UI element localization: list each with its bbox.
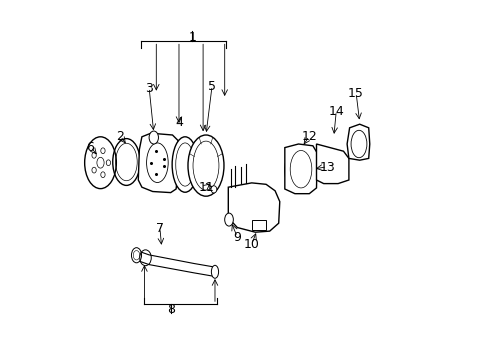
Text: 11: 11 [199,181,214,194]
Polygon shape [346,124,369,160]
Ellipse shape [172,137,198,192]
Text: 13: 13 [319,161,334,174]
Text: 6: 6 [86,141,94,154]
Bar [251,220,265,230]
Text: 1: 1 [188,31,196,44]
Ellipse shape [187,135,224,196]
Ellipse shape [97,157,104,168]
Ellipse shape [211,186,216,193]
Ellipse shape [101,172,105,177]
Text: 12: 12 [301,130,317,143]
Polygon shape [316,144,348,184]
Text: 7: 7 [156,222,163,235]
Ellipse shape [149,131,158,144]
Polygon shape [228,183,279,232]
Ellipse shape [101,148,105,154]
Text: 15: 15 [347,87,363,100]
Ellipse shape [131,248,141,263]
Text: 8: 8 [166,303,174,316]
Text: 14: 14 [328,105,344,118]
Ellipse shape [211,265,218,278]
Ellipse shape [84,137,116,189]
Ellipse shape [92,167,96,173]
Ellipse shape [92,152,96,158]
Text: 4: 4 [175,116,183,129]
Text: 10: 10 [243,238,259,251]
Text: 2: 2 [116,130,124,143]
Text: 3: 3 [145,82,153,95]
Ellipse shape [224,213,233,226]
Ellipse shape [106,160,110,166]
Ellipse shape [146,143,168,183]
Polygon shape [138,133,179,193]
Ellipse shape [284,149,310,191]
Text: 5: 5 [208,80,216,93]
Text: 9: 9 [233,231,241,244]
Polygon shape [284,144,317,194]
